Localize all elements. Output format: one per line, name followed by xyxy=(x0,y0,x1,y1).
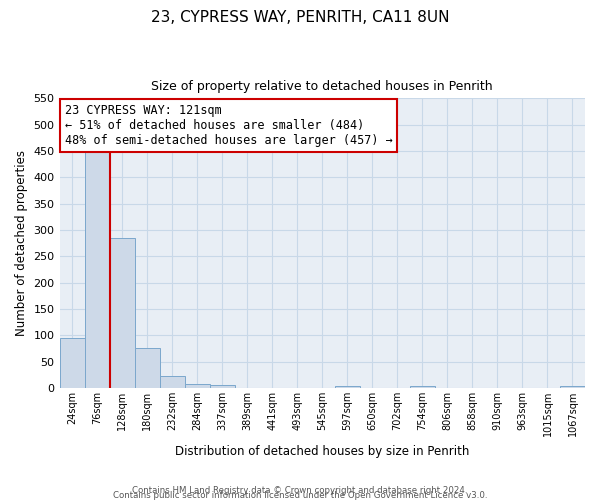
Bar xyxy=(160,376,185,388)
X-axis label: Distribution of detached houses by size in Penrith: Distribution of detached houses by size … xyxy=(175,444,469,458)
Y-axis label: Number of detached properties: Number of detached properties xyxy=(15,150,28,336)
Bar xyxy=(59,338,85,388)
Bar xyxy=(110,238,134,388)
Bar xyxy=(335,386,360,388)
Text: 23 CYPRESS WAY: 121sqm
← 51% of detached houses are smaller (484)
48% of semi-de: 23 CYPRESS WAY: 121sqm ← 51% of detached… xyxy=(65,104,392,147)
Text: Contains public sector information licensed under the Open Government Licence v3: Contains public sector information licen… xyxy=(113,491,487,500)
Bar xyxy=(134,348,160,388)
Bar xyxy=(85,146,110,388)
Bar xyxy=(410,386,435,388)
Text: Contains HM Land Registry data © Crown copyright and database right 2024.: Contains HM Land Registry data © Crown c… xyxy=(132,486,468,495)
Bar xyxy=(185,384,209,388)
Title: Size of property relative to detached houses in Penrith: Size of property relative to detached ho… xyxy=(151,80,493,93)
Text: 23, CYPRESS WAY, PENRITH, CA11 8UN: 23, CYPRESS WAY, PENRITH, CA11 8UN xyxy=(151,10,449,25)
Bar xyxy=(560,386,585,388)
Bar xyxy=(209,386,235,388)
